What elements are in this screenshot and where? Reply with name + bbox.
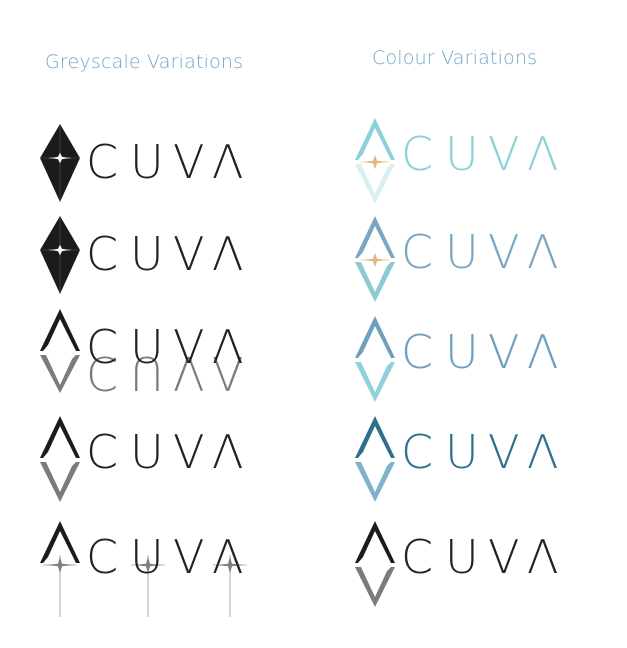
mirror-mark-icon	[40, 309, 80, 393]
sparkle-icon	[360, 352, 390, 368]
logo-letter: U	[130, 227, 164, 281]
split-a-mark-icon	[355, 316, 395, 402]
sparkle-icon	[49, 152, 71, 164]
logo-letter: V	[173, 135, 204, 189]
colour-variations-heading: Colour Variations	[372, 47, 538, 69]
svg-text:C: C	[86, 346, 118, 400]
greyscale-variations-heading: Greyscale Variations	[45, 51, 244, 73]
svg-text:U: U	[130, 346, 164, 400]
logo-letter: V	[488, 225, 519, 279]
logo-letter: U	[445, 127, 479, 181]
logo-letter: Λ	[212, 530, 243, 584]
sparkle-icon	[45, 452, 75, 468]
logo-letter: C	[86, 135, 118, 189]
sparkle-icon	[360, 557, 390, 573]
logo-letter: U	[130, 530, 164, 584]
logo-letter: C	[401, 530, 433, 584]
logo-letter: U	[445, 425, 479, 479]
sparkle-icon	[46, 346, 74, 360]
logo-letter: U	[130, 320, 164, 374]
logo-letter: C	[401, 225, 433, 279]
logo-letter: Λ	[527, 530, 558, 584]
split-a-mark-icon	[355, 416, 395, 502]
logo-letter: C	[86, 320, 118, 374]
logo-letter: V	[488, 530, 519, 584]
logo-letter: V	[488, 325, 519, 379]
sparkle-icon	[43, 556, 77, 574]
logo-letter: U	[445, 325, 479, 379]
logo-letter: C	[86, 227, 118, 281]
logo-letter: V	[488, 127, 519, 181]
logo-letter: Λ	[212, 135, 243, 189]
split-a-mark-icon	[355, 521, 395, 607]
logo-letter: U	[445, 530, 479, 584]
logo-letter: Λ	[212, 227, 243, 281]
logo-letter: C	[86, 530, 118, 584]
logo-letter: Λ	[527, 225, 558, 279]
logo-letter: Λ	[212, 425, 243, 479]
sparkle-icon	[131, 556, 165, 574]
greyscale-logo-variation-3: C U V ΛC U V Λ	[40, 309, 243, 400]
logo-letter: C	[401, 325, 433, 379]
logo-letter: Λ	[527, 127, 558, 181]
logo-letter: V	[173, 530, 204, 584]
logo-letter: Λ	[527, 425, 558, 479]
logo-letter: U	[130, 135, 164, 189]
sparkle-icon	[360, 252, 390, 268]
logo-letter: V	[173, 227, 204, 281]
logo-letter: C	[86, 425, 118, 479]
logo-letter: C	[401, 127, 433, 181]
logo-letter: V	[488, 425, 519, 479]
svg-text:Λ: Λ	[212, 346, 243, 400]
sparkle-icon	[360, 452, 390, 468]
logo-letter: Λ	[212, 320, 243, 374]
split-a-mark-icon	[40, 416, 80, 502]
sparkle-icon	[360, 154, 390, 170]
logo-letter: U	[130, 425, 164, 479]
split-a-mark-icon	[355, 118, 395, 204]
logo-letter: U	[445, 225, 479, 279]
sparkle-icon	[213, 556, 247, 574]
logo-letter: Λ	[527, 325, 558, 379]
logo-letter: V	[173, 320, 204, 374]
logo-letter: C	[401, 425, 433, 479]
sparkle-icon	[49, 244, 71, 256]
svg-text:V: V	[173, 346, 204, 400]
logo-letter: V	[173, 425, 204, 479]
split-a-mark-icon	[355, 216, 395, 302]
